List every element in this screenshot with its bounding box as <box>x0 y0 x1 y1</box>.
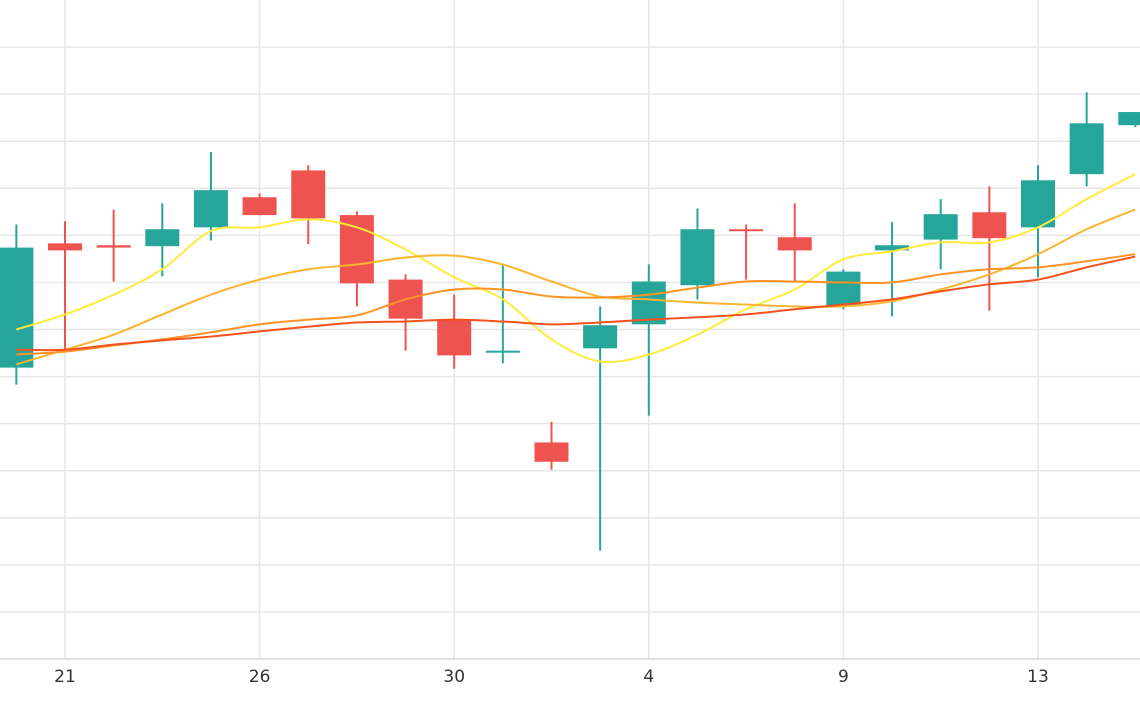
x-tick-label: 30 <box>443 667 465 687</box>
candle-body <box>534 442 569 462</box>
candle-body <box>48 243 82 251</box>
candle-body <box>826 271 861 306</box>
x-tick-label: 21 <box>54 667 76 687</box>
x-tick-label: 13 <box>1027 667 1049 687</box>
candle-body <box>972 212 1007 239</box>
candle-body <box>145 229 180 247</box>
candle-body <box>680 229 715 286</box>
moving-average-line <box>16 208 1136 366</box>
candle-body <box>242 197 277 216</box>
moving-average-line <box>16 173 1136 364</box>
x-tick-label: 9 <box>838 667 849 687</box>
candle-body <box>631 281 666 325</box>
candle-body <box>0 247 34 368</box>
candle-body <box>583 325 618 349</box>
x-tick-label: 26 <box>249 667 271 687</box>
candle-body <box>193 190 228 228</box>
candle-body <box>923 214 958 240</box>
candle-body <box>96 245 131 248</box>
candle-body <box>437 319 472 356</box>
candle-body <box>1118 112 1140 126</box>
candle-body <box>485 350 520 353</box>
x-tick-label: 4 <box>643 667 654 687</box>
candle-body <box>1069 123 1104 175</box>
candle-body <box>875 245 910 251</box>
candle-body <box>1021 180 1055 228</box>
candle-body <box>291 170 326 219</box>
moving-average-line <box>16 253 1136 356</box>
candle-body <box>777 237 812 251</box>
moving-average-line <box>16 255 1136 352</box>
candle-body <box>729 229 764 232</box>
candle-body <box>339 215 374 284</box>
